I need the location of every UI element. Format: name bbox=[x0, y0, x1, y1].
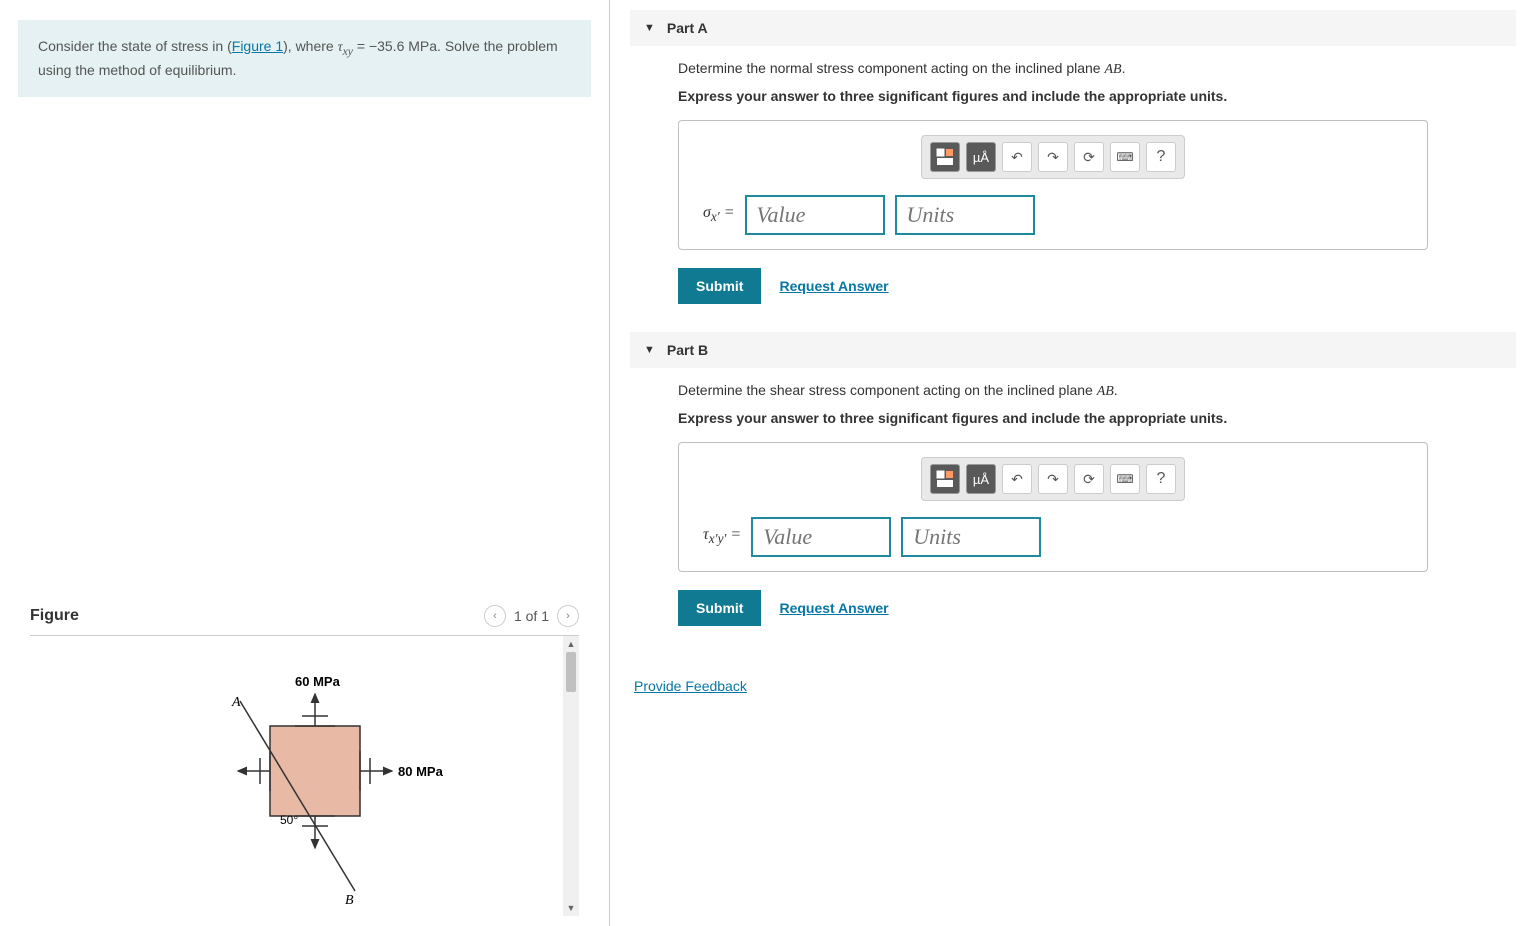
figure-nav: ‹ 1 of 1 › bbox=[484, 605, 579, 627]
redo-button[interactable]: ↷ bbox=[1038, 464, 1068, 494]
figure-link[interactable]: Figure 1 bbox=[232, 38, 283, 54]
part-b-content: Determine the shear stress component act… bbox=[630, 382, 1516, 654]
left-panel: Consider the state of stress in (Figure … bbox=[0, 0, 610, 926]
template-icon[interactable] bbox=[930, 464, 960, 494]
part-a-units-input[interactable] bbox=[895, 195, 1035, 235]
next-figure-button[interactable]: › bbox=[557, 605, 579, 627]
answer-toolbar: µÅ ↶ ↷ ⟳ ⌨ ? bbox=[921, 135, 1185, 179]
part-a-instruction: Express your answer to three significant… bbox=[678, 88, 1492, 104]
provide-feedback-link[interactable]: Provide Feedback bbox=[634, 678, 747, 694]
symbols-button[interactable]: µÅ bbox=[966, 142, 996, 172]
template-icon[interactable] bbox=[930, 142, 960, 172]
caret-down-icon: ▼ bbox=[644, 22, 655, 34]
part-a-var-label: σx′ = bbox=[703, 204, 735, 225]
prev-figure-button[interactable]: ‹ bbox=[484, 605, 506, 627]
part-a-question: Determine the normal stress component ac… bbox=[678, 60, 1492, 78]
point-a-label: A bbox=[231, 695, 241, 710]
part-b-title: Part B bbox=[667, 342, 708, 358]
problem-text: Consider the state of stress in ( bbox=[38, 38, 232, 54]
part-b-question: Determine the shear stress component act… bbox=[678, 382, 1492, 400]
part-b-submit-button[interactable]: Submit bbox=[678, 590, 761, 626]
part-b-var-label: τx′y′ = bbox=[703, 526, 741, 547]
part-a-title: Part A bbox=[667, 20, 708, 36]
figure-page-indicator: 1 of 1 bbox=[514, 608, 549, 624]
figure-title: Figure bbox=[30, 607, 79, 625]
problem-text: ), where bbox=[283, 38, 337, 54]
part-a-submit-button[interactable]: Submit bbox=[678, 268, 761, 304]
reset-button[interactable]: ⟳ bbox=[1074, 464, 1104, 494]
figure-section: Figure ‹ 1 of 1 › bbox=[0, 605, 609, 926]
tau-value: −35.6 MPa bbox=[369, 38, 437, 54]
caret-down-icon: ▼ bbox=[644, 344, 655, 356]
part-b-answer-box: µÅ ↶ ↷ ⟳ ⌨ ? τx′y′ = bbox=[678, 442, 1428, 572]
stress-figure-svg: A B 50° 60 MPa 80 MPa bbox=[210, 646, 470, 906]
right-panel: ▼ Part A Determine the normal stress com… bbox=[610, 0, 1536, 926]
answer-toolbar: µÅ ↶ ↷ ⟳ ⌨ ? bbox=[921, 457, 1185, 501]
keyboard-button[interactable]: ⌨ bbox=[1110, 464, 1140, 494]
help-button[interactable]: ? bbox=[1146, 142, 1176, 172]
sigma-x-label: 80 MPa bbox=[398, 764, 444, 779]
part-a-header[interactable]: ▼ Part A bbox=[630, 10, 1516, 46]
part-b-instruction: Express your answer to three significant… bbox=[678, 410, 1492, 426]
undo-button[interactable]: ↶ bbox=[1002, 464, 1032, 494]
help-button[interactable]: ? bbox=[1146, 464, 1176, 494]
undo-button[interactable]: ↶ bbox=[1002, 142, 1032, 172]
point-b-label: B bbox=[345, 893, 354, 906]
angle-label: 50° bbox=[280, 813, 298, 827]
part-a-content: Determine the normal stress component ac… bbox=[630, 60, 1516, 332]
figure-scrollbar[interactable]: ▲ ▼ bbox=[563, 636, 579, 916]
reset-button[interactable]: ⟳ bbox=[1074, 142, 1104, 172]
part-b-request-answer-link[interactable]: Request Answer bbox=[779, 600, 888, 616]
part-a-answer-box: µÅ ↶ ↷ ⟳ ⌨ ? σx′ = bbox=[678, 120, 1428, 250]
scroll-thumb[interactable] bbox=[566, 652, 576, 692]
part-a-request-answer-link[interactable]: Request Answer bbox=[779, 278, 888, 294]
part-b-value-input[interactable] bbox=[751, 517, 891, 557]
scroll-down-icon[interactable]: ▼ bbox=[563, 900, 579, 916]
redo-button[interactable]: ↷ bbox=[1038, 142, 1068, 172]
symbols-button[interactable]: µÅ bbox=[966, 464, 996, 494]
part-b-units-input[interactable] bbox=[901, 517, 1041, 557]
tau-symbol: τxy bbox=[338, 40, 353, 55]
scroll-up-icon[interactable]: ▲ bbox=[563, 636, 579, 652]
part-a-value-input[interactable] bbox=[745, 195, 885, 235]
keyboard-button[interactable]: ⌨ bbox=[1110, 142, 1140, 172]
part-b-header[interactable]: ▼ Part B bbox=[630, 332, 1516, 368]
sigma-y-label: 60 MPa bbox=[295, 674, 341, 689]
problem-statement: Consider the state of stress in (Figure … bbox=[18, 20, 591, 97]
